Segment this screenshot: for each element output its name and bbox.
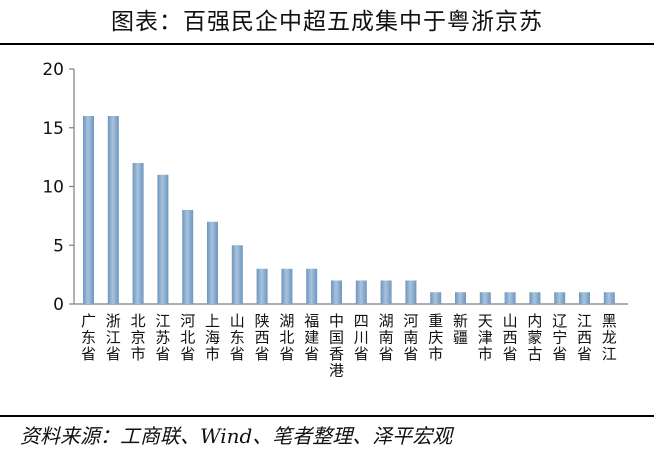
- x-tick-label: 江西省: [577, 312, 592, 363]
- y-tick-label: 0: [53, 295, 64, 315]
- bar: [331, 280, 342, 304]
- y-tick-label: 5: [53, 236, 64, 256]
- bar: [182, 210, 194, 304]
- x-tick-label: 江苏省: [155, 312, 170, 363]
- x-tick-label: 辽宁省: [552, 312, 567, 363]
- source-divider: [0, 415, 654, 417]
- bar: [207, 221, 218, 304]
- x-tick-label: 福建省: [304, 312, 319, 363]
- bar: [529, 292, 541, 304]
- x-tick-label: 北京市: [131, 312, 146, 363]
- y-tick-label: 20: [42, 60, 64, 80]
- x-tick-label: 四川省: [354, 312, 369, 363]
- y-tick-label: 15: [42, 119, 64, 139]
- x-tick-label: 广东省: [81, 312, 96, 363]
- x-tick-label: 中国香港: [329, 312, 344, 380]
- bar: [256, 268, 268, 304]
- bar: [306, 268, 318, 304]
- bar: [504, 292, 516, 304]
- bar: [579, 292, 590, 304]
- chart-title: 图表：百强民企中超五成集中于粤浙京苏: [111, 9, 543, 35]
- x-tick-label: 湖北省: [279, 312, 294, 363]
- x-tick-label: 河北省: [180, 312, 195, 363]
- x-tick-label: 上海市: [205, 312, 220, 363]
- bar: [355, 280, 367, 304]
- bar: [231, 245, 243, 304]
- x-tick-label: 新疆: [453, 312, 468, 347]
- x-tick-label: 天津市: [478, 312, 493, 363]
- title-divider: [0, 43, 654, 45]
- y-tick-label: 10: [42, 178, 64, 198]
- source-note: 资料来源：工商联、Wind、笔者整理、泽平宏观: [20, 424, 453, 448]
- bar: [479, 292, 491, 304]
- bar: [132, 163, 144, 304]
- bar: [430, 292, 442, 304]
- bar: [603, 292, 615, 304]
- bar: [157, 174, 169, 304]
- bar: [554, 292, 566, 304]
- x-tick-label: 陕西省: [255, 312, 270, 363]
- x-tick-label: 河南省: [403, 312, 418, 363]
- bar: [405, 280, 417, 304]
- x-tick-label: 浙江省: [106, 312, 121, 363]
- x-tick-label: 重庆市: [428, 312, 443, 363]
- bar: [281, 268, 293, 304]
- x-tick-label: 湖南省: [379, 312, 394, 363]
- bar: [455, 292, 466, 304]
- x-tick-label: 山东省: [230, 312, 245, 363]
- bar: [107, 116, 119, 304]
- x-tick-label: 黑龙江: [602, 312, 617, 363]
- bar: [380, 280, 392, 304]
- x-tick-label: 内蒙古: [527, 312, 542, 363]
- x-tick-label: 山西省: [503, 312, 518, 363]
- bar: [83, 116, 94, 304]
